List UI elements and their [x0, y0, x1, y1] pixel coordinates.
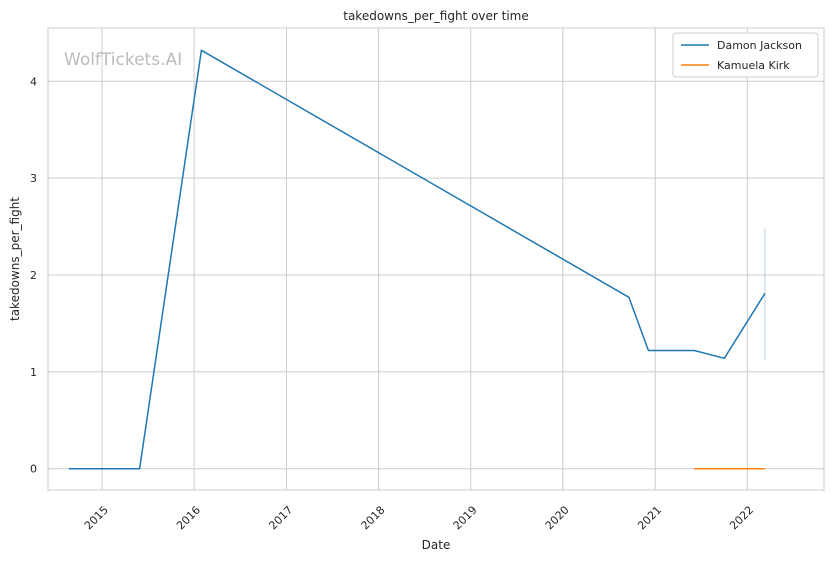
- y-tick-label: 2: [30, 269, 37, 282]
- legend-label-kamuela-kirk: Kamuela Kirk: [717, 59, 790, 72]
- series-line-damon-jackson: [68, 49, 766, 470]
- y-axis-ticks: 0 1 2 3 4: [30, 75, 37, 475]
- x-tick-label: 2016: [174, 503, 203, 532]
- y-tick-label: 0: [30, 463, 37, 476]
- x-tick-label: 2015: [82, 503, 111, 532]
- watermark: WolfTickets.AI: [64, 50, 182, 70]
- x-tick-label: 2021: [635, 503, 664, 532]
- legend: Damon Jackson Kamuela Kirk: [672, 32, 819, 78]
- x-tick-label: 2017: [266, 503, 295, 532]
- y-tick-label: 4: [30, 75, 37, 88]
- x-axis-title: Date: [422, 538, 451, 552]
- series-layer: [68, 49, 766, 470]
- y-tick-label: 3: [30, 172, 37, 185]
- legend-box: [672, 32, 819, 78]
- x-axis-ticks: 2015 2016 2017 2018 2019 2020 2021 2022: [82, 503, 756, 532]
- x-tick-label: 2020: [543, 503, 572, 532]
- x-tick-label: 2018: [359, 503, 388, 532]
- x-tick-label: 2019: [451, 503, 480, 532]
- y-axis-title: takedowns_per_fight: [8, 197, 22, 321]
- x-tick-label: 2022: [727, 503, 756, 532]
- y-tick-label: 1: [30, 366, 37, 379]
- legend-label-damon-jackson: Damon Jackson: [717, 39, 802, 52]
- plot-area: [47, 27, 825, 491]
- chart-title: takedowns_per_fight over time: [343, 9, 529, 23]
